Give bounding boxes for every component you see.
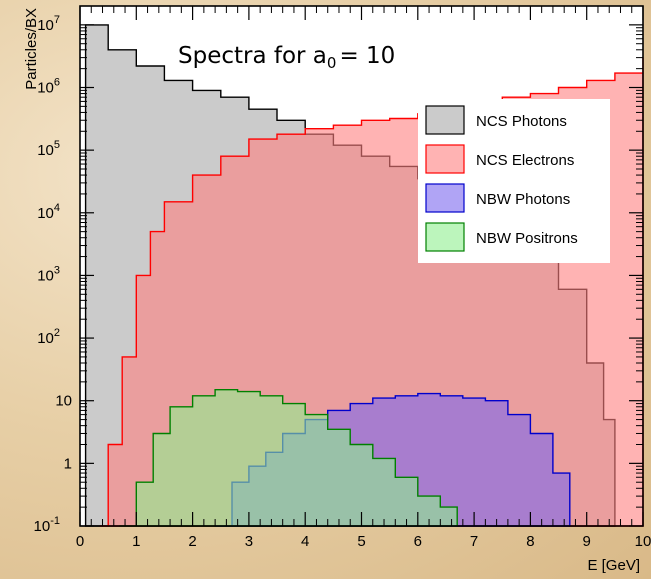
- legend-swatch-ncs-electrons: [425, 144, 465, 174]
- legend-swatch-nbw-photons: [425, 183, 465, 213]
- legend: NCS Photons NCS Electrons NBW Photons NBW P…: [418, 99, 610, 263]
- y-tick-exponent: 2: [54, 327, 60, 339]
- x-tick-label: 9: [583, 533, 591, 550]
- y-tick-base: 10: [37, 80, 54, 97]
- x-tick-label: 2: [188, 533, 196, 550]
- y-tick-base: 10: [37, 142, 54, 159]
- legend-label-nbw-positrons: NBW Positrons: [476, 230, 578, 247]
- y-tick-base: 10: [55, 393, 72, 410]
- y-tick-exponent: -1: [50, 515, 60, 527]
- x-tick-label: 0: [76, 533, 84, 550]
- series-nbw-positrons-area: [119, 389, 458, 527]
- y-tick-label: 106: [37, 77, 60, 97]
- y-tick-base: 10: [37, 267, 54, 284]
- title-tail: = 10: [339, 43, 395, 69]
- x-tick-label: 8: [526, 533, 534, 550]
- x-axis-label: E [GeV]: [587, 557, 640, 574]
- y-tick-label: 104: [37, 202, 60, 222]
- y-tick-exponent: 7: [54, 14, 60, 26]
- y-tick-exponent: 6: [54, 77, 60, 89]
- y-tick-label: 1: [64, 455, 72, 472]
- y-tick-label: 107: [37, 14, 60, 34]
- title-subscript: 0: [327, 54, 337, 72]
- y-tick-exponent: 3: [54, 264, 60, 276]
- x-tick-label: 5: [357, 533, 365, 550]
- legend-label-ncs-photons: NCS Photons: [476, 113, 567, 130]
- x-tick-label: 3: [245, 533, 253, 550]
- y-tick-base: 10: [37, 330, 54, 347]
- legend-label-ncs-electrons: NCS Electrons: [476, 152, 574, 169]
- y-tick-label: 102: [37, 327, 60, 347]
- chart-title: Spectra for a0 = 10: [178, 43, 395, 72]
- x-tick-label: 7: [470, 533, 478, 550]
- legend-swatch-ncs-photons: [425, 105, 465, 135]
- y-tick-base: 10: [37, 17, 54, 34]
- y-tick-base: 1: [64, 455, 72, 472]
- ticks-layer: [79, 6, 644, 527]
- y-tick-label: 10: [55, 393, 72, 410]
- x-tick-label: 1: [132, 533, 140, 550]
- y-tick-label: 103: [37, 264, 60, 284]
- x-tick-label: 10: [635, 533, 651, 550]
- legend-label-nbw-photons: NBW Photons: [476, 191, 570, 208]
- title-main: Spectra for a: [178, 43, 327, 69]
- y-tick-exponent: 5: [54, 139, 60, 151]
- y-tick-label: 10-1: [34, 515, 60, 535]
- x-tick-label: 4: [301, 533, 309, 550]
- y-axis-label: Particles/BX: [23, 8, 40, 90]
- y-tick-exponent: 4: [54, 202, 60, 214]
- y-tick-base: 10: [37, 205, 54, 222]
- legend-swatch-nbw-positrons: [425, 222, 465, 252]
- y-tick-label: 105: [37, 139, 60, 159]
- y-tick-base: 10: [34, 518, 51, 535]
- x-tick-label: 6: [414, 533, 422, 550]
